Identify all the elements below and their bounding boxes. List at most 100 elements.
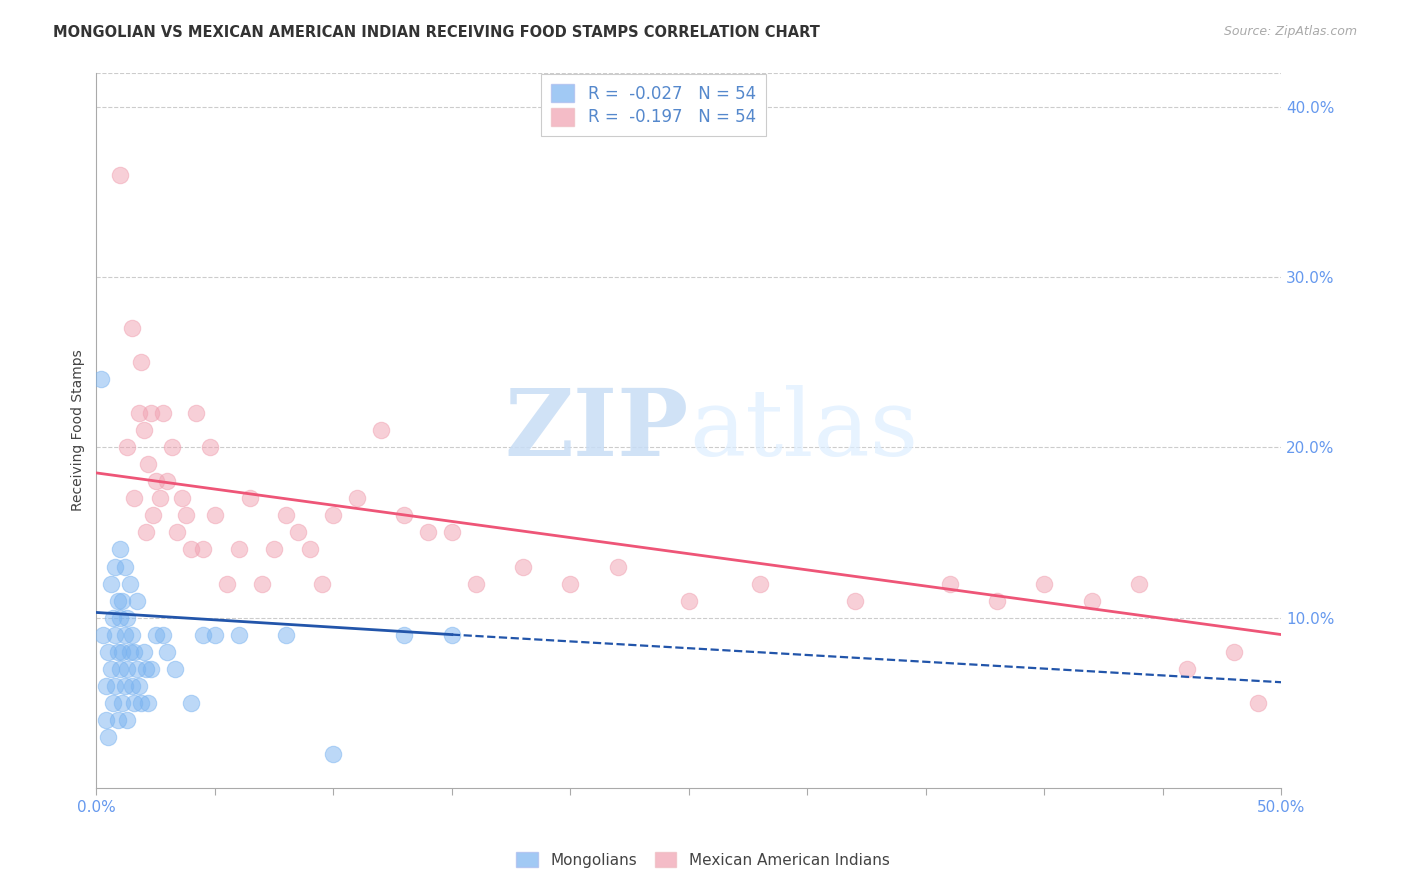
Point: [94, 679, 117, 693]
Point: [114, 559, 136, 574]
Point: [986, 593, 1008, 607]
Point: [118, 645, 141, 659]
Point: [108, 168, 131, 182]
Point: [440, 525, 463, 540]
Point: [204, 627, 226, 641]
Point: [180, 542, 202, 557]
Point: [440, 627, 463, 641]
Point: [122, 696, 145, 710]
Point: [139, 662, 162, 676]
Point: [97, 730, 120, 744]
Point: [125, 593, 148, 607]
Point: [156, 645, 179, 659]
Point: [122, 491, 145, 506]
Point: [512, 559, 534, 574]
Point: [121, 321, 143, 335]
Point: [115, 441, 138, 455]
Point: [322, 747, 344, 761]
Point: [115, 610, 138, 624]
Point: [1223, 645, 1246, 659]
Point: [215, 576, 238, 591]
Point: [274, 627, 297, 641]
Point: [418, 525, 440, 540]
Point: [252, 576, 274, 591]
Point: [135, 662, 157, 676]
Point: [322, 508, 344, 523]
Point: [108, 662, 131, 676]
Text: Source: ZipAtlas.com: Source: ZipAtlas.com: [1223, 25, 1357, 38]
Point: [1247, 696, 1270, 710]
Point: [311, 576, 333, 591]
Point: [1175, 662, 1198, 676]
Point: [108, 542, 131, 557]
Y-axis label: Receiving Food Stamps: Receiving Food Stamps: [72, 350, 86, 511]
Point: [128, 406, 150, 420]
Point: [111, 593, 134, 607]
Point: [100, 576, 122, 591]
Point: [104, 559, 127, 574]
Point: [184, 406, 207, 420]
Point: [228, 627, 250, 641]
Text: atlas: atlas: [689, 385, 918, 475]
Point: [198, 441, 221, 455]
Point: [138, 458, 160, 472]
Point: [606, 559, 628, 574]
Point: [678, 593, 700, 607]
Point: [370, 423, 392, 437]
Point: [100, 662, 122, 676]
Point: [131, 696, 153, 710]
Point: [94, 713, 117, 727]
Point: [115, 713, 138, 727]
Point: [108, 610, 131, 624]
Point: [142, 508, 165, 523]
Point: [1081, 593, 1104, 607]
Point: [160, 441, 183, 455]
Point: [145, 627, 167, 641]
Point: [107, 645, 129, 659]
Point: [122, 645, 145, 659]
Point: [104, 679, 127, 693]
Point: [938, 576, 960, 591]
Point: [104, 627, 127, 641]
Point: [132, 423, 155, 437]
Point: [125, 662, 148, 676]
Point: [93, 627, 115, 641]
Point: [1033, 576, 1056, 591]
Text: MONGOLIAN VS MEXICAN AMERICAN INDIAN RECEIVING FOOD STAMPS CORRELATION CHART: MONGOLIAN VS MEXICAN AMERICAN INDIAN REC…: [53, 25, 820, 40]
Point: [149, 491, 172, 506]
Point: [121, 679, 143, 693]
Point: [131, 355, 153, 369]
Point: [191, 542, 214, 557]
Point: [204, 508, 226, 523]
Point: [115, 662, 138, 676]
Point: [191, 627, 214, 641]
Point: [228, 542, 250, 557]
Point: [101, 610, 124, 624]
Point: [749, 576, 772, 591]
Point: [274, 508, 297, 523]
Point: [464, 576, 486, 591]
Point: [180, 696, 202, 710]
Point: [394, 627, 416, 641]
Point: [139, 406, 162, 420]
Point: [107, 593, 129, 607]
Point: [170, 491, 193, 506]
Point: [346, 491, 368, 506]
Point: [394, 508, 416, 523]
Point: [111, 645, 134, 659]
Point: [152, 627, 174, 641]
Point: [166, 525, 188, 540]
Point: [121, 627, 143, 641]
Point: [145, 475, 167, 489]
Point: [118, 576, 141, 591]
Point: [114, 627, 136, 641]
Point: [90, 372, 112, 386]
Point: [97, 645, 120, 659]
Point: [560, 576, 582, 591]
Point: [138, 696, 160, 710]
Point: [287, 525, 309, 540]
Point: [1128, 576, 1150, 591]
Point: [844, 593, 866, 607]
Point: [107, 713, 129, 727]
Legend: R =  -0.027   N = 54, R =  -0.197   N = 54: R = -0.027 N = 54, R = -0.197 N = 54: [541, 74, 766, 136]
